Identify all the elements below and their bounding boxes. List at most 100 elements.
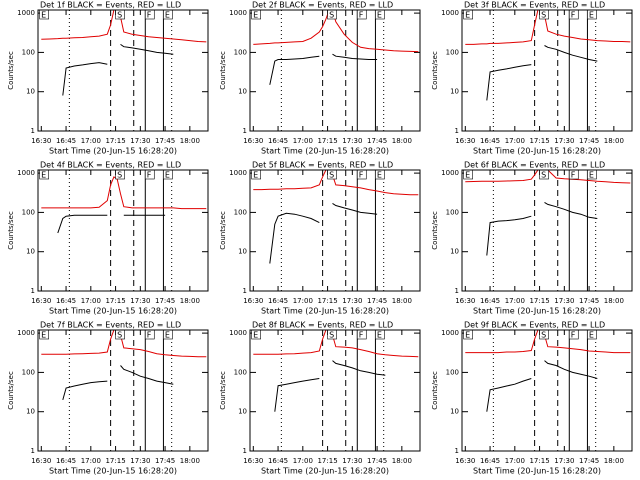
y-tick-label: 10 (26, 408, 35, 416)
series-line (465, 330, 631, 354)
y-axis-label: Counts/sec (7, 51, 15, 90)
panel: Det 4f BLACK = Events, RED = LLD Counts/s… (7, 161, 209, 316)
marker-label: F (147, 171, 152, 180)
chart-title: Det 4f BLACK = Events, RED = LLD (40, 161, 181, 170)
marker-label: E (589, 331, 594, 340)
x-tick-label: 16:30 (243, 297, 263, 305)
x-tick-label: 17:15 (529, 457, 549, 465)
plot-frame (249, 169, 421, 292)
marker-label: E (377, 11, 382, 20)
chart-title: Det 3f BLACK = Events, RED = LLD (464, 1, 605, 10)
marker-label: F (359, 11, 364, 20)
y-tick-label: 1 (31, 287, 35, 295)
x-tick-label: 17:00 (293, 137, 313, 145)
y-tick-label: 1 (243, 127, 247, 135)
y-tick-label: 100 (234, 48, 247, 56)
x-tick-label: 17:00 (505, 297, 525, 305)
y-tick-label: 10 (450, 88, 459, 96)
plot-frame (37, 169, 209, 292)
marker-label: E (253, 331, 258, 340)
y-axis-label: Counts/sec (7, 211, 15, 250)
series-line (274, 360, 386, 412)
x-tick-label: 16:45 (480, 457, 500, 465)
x-tick-label: 16:45 (268, 297, 288, 305)
y-tick-label: 10 (450, 248, 459, 256)
marker-label: S (329, 11, 334, 20)
x-tick-label: 17:45 (155, 457, 175, 465)
y-tick-label: 1 (243, 447, 247, 455)
plot-frame (249, 329, 421, 452)
series-line (62, 43, 174, 96)
x-axis-label: Start Time (20-Jun-15 16:28:20) (261, 147, 389, 156)
x-tick-label: 17:00 (293, 297, 313, 305)
marker-label: E (465, 11, 470, 20)
x-tick-label: 16:30 (455, 297, 475, 305)
marker-label: E (377, 171, 382, 180)
y-tick-label: 100 (22, 368, 35, 376)
x-tick-label: 16:45 (56, 297, 76, 305)
x-tick-label: 17:30 (554, 457, 574, 465)
x-axis-label: Start Time (20-Jun-15 16:28:20) (473, 467, 601, 476)
marker-label: F (571, 331, 576, 340)
marker-label: E (41, 331, 46, 340)
x-tick-label: 17:30 (342, 297, 362, 305)
y-tick-label: 10 (450, 408, 459, 416)
series-line (465, 170, 631, 184)
x-tick-label: 17:15 (317, 457, 337, 465)
x-tick-label: 17:00 (505, 137, 525, 145)
y-tick-label: 1000 (17, 329, 35, 337)
series-line (62, 365, 174, 401)
marker-label: S (541, 171, 546, 180)
y-tick-label: 1000 (441, 329, 459, 337)
y-tick-label: 1000 (17, 169, 35, 177)
x-tick-label: 17:30 (130, 457, 150, 465)
x-tick-label: 17:00 (81, 137, 101, 145)
x-tick-label: 18:00 (604, 137, 624, 145)
marker-label: F (571, 171, 576, 180)
x-tick-label: 17:15 (105, 137, 125, 145)
series-line (41, 10, 207, 43)
series-line (486, 45, 598, 101)
marker-label: F (147, 11, 152, 20)
panel: Det 2f BLACK = Events, RED = LLD Counts/s… (219, 1, 421, 156)
y-tick-label: 10 (26, 248, 35, 256)
x-tick-label: 17:00 (81, 297, 101, 305)
x-tick-label: 16:30 (31, 137, 51, 145)
marker-label: F (359, 331, 364, 340)
y-tick-label: 1000 (229, 9, 247, 17)
x-tick-label: 17:45 (579, 137, 599, 145)
x-tick-label: 16:30 (243, 137, 263, 145)
plot-frame (461, 169, 633, 292)
x-tick-label: 17:45 (367, 137, 387, 145)
y-tick-label: 1 (455, 127, 459, 135)
marker-label: E (465, 171, 470, 180)
x-tick-label: 17:15 (105, 297, 125, 305)
x-tick-label: 17:30 (130, 137, 150, 145)
y-axis-label: Counts/sec (431, 211, 439, 250)
x-tick-label: 16:45 (268, 457, 288, 465)
panel: Det 1f BLACK = Events, RED = LLD Counts/s… (7, 1, 209, 156)
x-tick-label: 16:30 (31, 297, 51, 305)
y-tick-label: 100 (446, 368, 459, 376)
y-axis-label: Counts/sec (7, 371, 15, 410)
series-line (253, 10, 419, 53)
chart-title: Det 9f BLACK = Events, RED = LLD (464, 321, 605, 330)
y-tick-label: 10 (238, 248, 247, 256)
y-axis-label: Counts/sec (219, 211, 227, 250)
marker-label: E (165, 171, 170, 180)
x-axis-label: Start Time (20-Jun-15 16:28:20) (261, 307, 389, 316)
marker-label: E (253, 11, 258, 20)
marker-label: F (571, 11, 576, 20)
marker-label: S (117, 171, 122, 180)
x-tick-label: 17:30 (342, 457, 362, 465)
y-tick-label: 1000 (229, 169, 247, 177)
panel: Det 7f BLACK = Events, RED = LLD Counts/s… (7, 321, 209, 476)
y-tick-label: 1000 (441, 169, 459, 177)
marker-label: S (329, 171, 334, 180)
panel: Det 3f BLACK = Events, RED = LLD Counts/s… (431, 1, 633, 156)
x-tick-label: 16:30 (243, 457, 263, 465)
marker-label: E (165, 11, 170, 20)
marker-label: E (41, 171, 46, 180)
panel: Det 8f BLACK = Events, RED = LLD Counts/s… (219, 321, 421, 476)
x-tick-label: 18:00 (392, 137, 412, 145)
